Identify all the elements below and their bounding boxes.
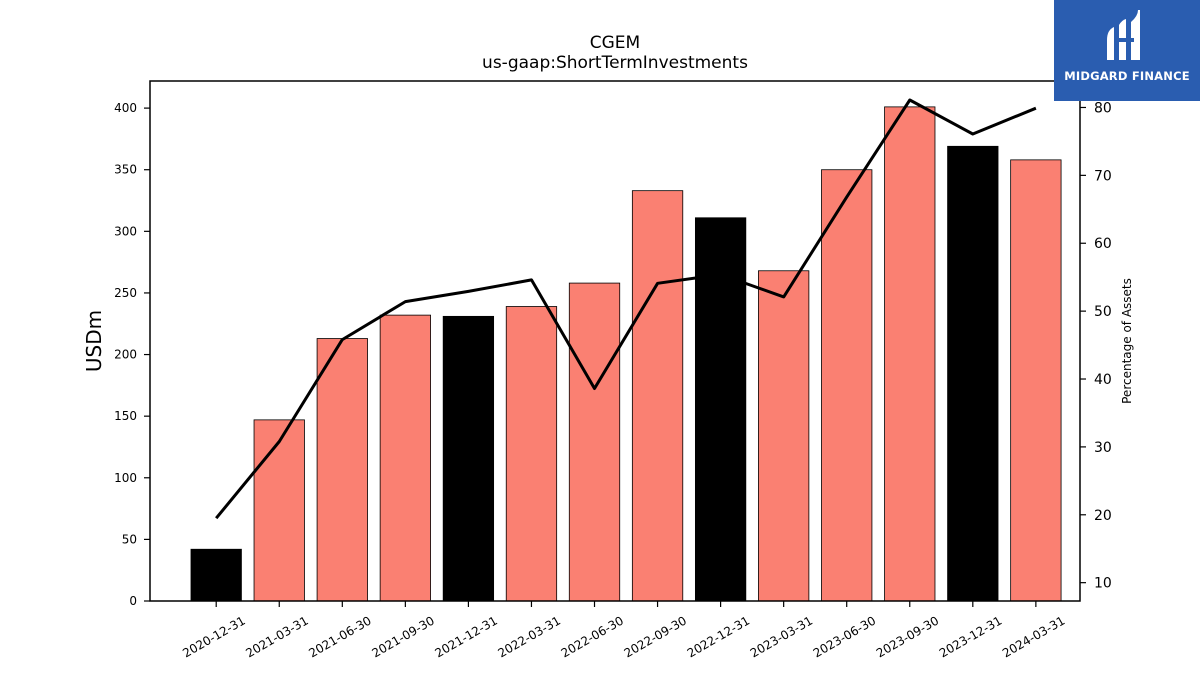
bar-2023-03-31 xyxy=(758,270,810,602)
x-tick-label: 2023-06-30 xyxy=(811,613,878,660)
bar-2021-09-30 xyxy=(379,314,431,602)
x-tick-label: 2022-09-30 xyxy=(622,613,689,660)
y-tick-label-left: 150 xyxy=(114,409,137,423)
chart-title: CGEM xyxy=(590,33,640,53)
x-tick-label: 2021-09-30 xyxy=(369,613,436,660)
plot-frame xyxy=(149,80,1081,602)
asset-percentage-line xyxy=(215,98,1037,520)
y-tick-label-left: 100 xyxy=(114,471,137,485)
y-axis-label-left: USDm xyxy=(82,310,106,372)
x-tick-label: 2023-03-31 xyxy=(748,613,815,660)
bars xyxy=(190,106,1062,602)
x-tick-label: 2020-12-31 xyxy=(180,613,247,660)
y-tick-label-left: 350 xyxy=(114,163,137,177)
y-tick-label-right: 20 xyxy=(1094,508,1112,524)
x-tick-label: 2023-12-31 xyxy=(937,613,1004,660)
y-tick-label-right: 30 xyxy=(1094,440,1112,456)
bar-2024-03-31 xyxy=(1010,159,1062,602)
bar-2022-03-31 xyxy=(505,306,558,602)
x-tick-label: 2022-12-31 xyxy=(685,613,752,660)
y-tick-label-right: 60 xyxy=(1094,236,1112,252)
x-tick-label: 2021-12-31 xyxy=(433,613,500,660)
x-tick-label: 2022-03-31 xyxy=(496,613,563,660)
y-tick-label-left: 400 xyxy=(114,101,137,115)
chart-subtitle: us-gaap:ShortTermInvestments xyxy=(482,53,748,73)
logo-text: MIDGARD FINANCE xyxy=(1064,69,1190,83)
bar-2023-06-30 xyxy=(821,169,873,602)
y-tick-label-left: 50 xyxy=(122,532,137,546)
x-tick-label: 2024-03-31 xyxy=(1000,613,1067,660)
x-tick-label: 2022-06-30 xyxy=(559,613,626,660)
y-tick-label-left: 200 xyxy=(114,348,137,362)
asset-percentage-line-path xyxy=(215,98,1037,520)
y-axis-label-right: Percentage of Assets xyxy=(1120,278,1134,404)
y-axis-right: 10 20 30 40 50 60 70 80 xyxy=(1080,100,1112,592)
y-tick-label-left: 300 xyxy=(114,224,137,238)
x-tick-label: 2021-06-30 xyxy=(306,613,373,660)
bar-2022-09-30 xyxy=(631,190,684,602)
x-axis: 2020-12-312021-03-312021-06-302021-09-30… xyxy=(180,601,1067,660)
y-tick-label-right: 80 xyxy=(1094,100,1112,116)
x-tick-label: 2023-09-30 xyxy=(874,613,941,660)
bar-2020-12-31 xyxy=(190,548,242,602)
y-tick-label-right: 10 xyxy=(1094,576,1112,592)
bar-2023-09-30 xyxy=(884,106,936,602)
bar-2021-06-30 xyxy=(316,338,368,602)
bar-2021-12-31 xyxy=(442,315,495,602)
bar-2022-06-30 xyxy=(568,282,621,602)
bar-2021-03-31 xyxy=(253,419,305,602)
y-tick-label-right: 50 xyxy=(1094,304,1112,320)
midgard-finance-logo: MIDGARD FINANCE xyxy=(1054,0,1200,101)
bar-2023-12-31 xyxy=(947,145,999,602)
y-tick-label-right: 40 xyxy=(1094,372,1112,388)
x-tick-label: 2021-03-31 xyxy=(243,613,310,660)
y-tick-label-left: 250 xyxy=(114,286,137,300)
y-tick-label-left: 0 xyxy=(129,594,137,608)
y-tick-label-right: 70 xyxy=(1094,168,1112,184)
logo-mark-icon xyxy=(1107,10,1140,60)
y-axis-left: 0 50 100 150 200 250 300 350 400 xyxy=(114,101,150,608)
